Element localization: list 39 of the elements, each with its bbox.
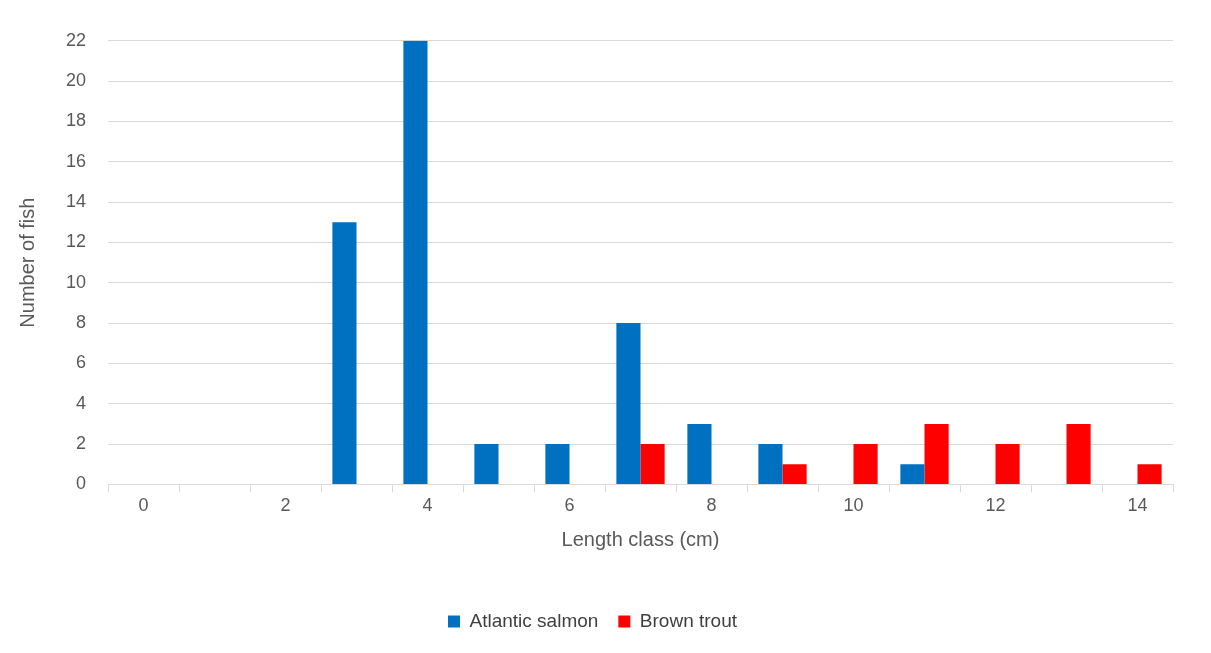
x-tick-label: 10 [843, 495, 864, 516]
x-tick-label: 12 [985, 495, 1006, 516]
y-tick-label: 10 [65, 271, 87, 292]
bar [640, 444, 665, 484]
x-tick-label: 8 [706, 495, 717, 516]
x-tick-label: 2 [280, 495, 291, 516]
y-tick-label: 16 [65, 150, 87, 171]
legend-label: Atlantic salmon [469, 609, 599, 631]
y-tick-label: 8 [76, 312, 87, 333]
x-tick-label: 4 [422, 495, 433, 516]
bar [900, 464, 925, 484]
x-axis-title: Length class (cm) [561, 527, 720, 550]
bar [403, 40, 428, 484]
y-tick-label: 20 [65, 70, 87, 91]
y-tick-label: 22 [65, 29, 87, 50]
bar [995, 444, 1020, 484]
y-tick-label: 2 [76, 433, 87, 454]
bar [1066, 423, 1091, 484]
x-tick-label: 6 [564, 495, 575, 516]
bar [1137, 464, 1162, 484]
bar [782, 464, 807, 484]
bar [924, 423, 949, 484]
bar [616, 323, 641, 484]
legend-label: Brown trout [639, 609, 738, 631]
y-tick-label: 0 [76, 473, 87, 494]
x-tick-label: 14 [1127, 495, 1148, 516]
bar [853, 444, 878, 484]
x-tick-label: 0 [138, 495, 149, 516]
y-tick-label: 18 [65, 110, 87, 131]
bar [758, 444, 783, 484]
bar [687, 423, 712, 484]
bar [332, 222, 357, 484]
y-tick-label: 4 [76, 392, 87, 413]
y-tick-label: 14 [65, 191, 87, 212]
y-tick-label: 6 [76, 352, 87, 373]
bar [474, 444, 499, 484]
y-axis-title: Number of fish [15, 197, 38, 328]
y-tick-label: 12 [65, 231, 87, 252]
bar [545, 444, 570, 484]
